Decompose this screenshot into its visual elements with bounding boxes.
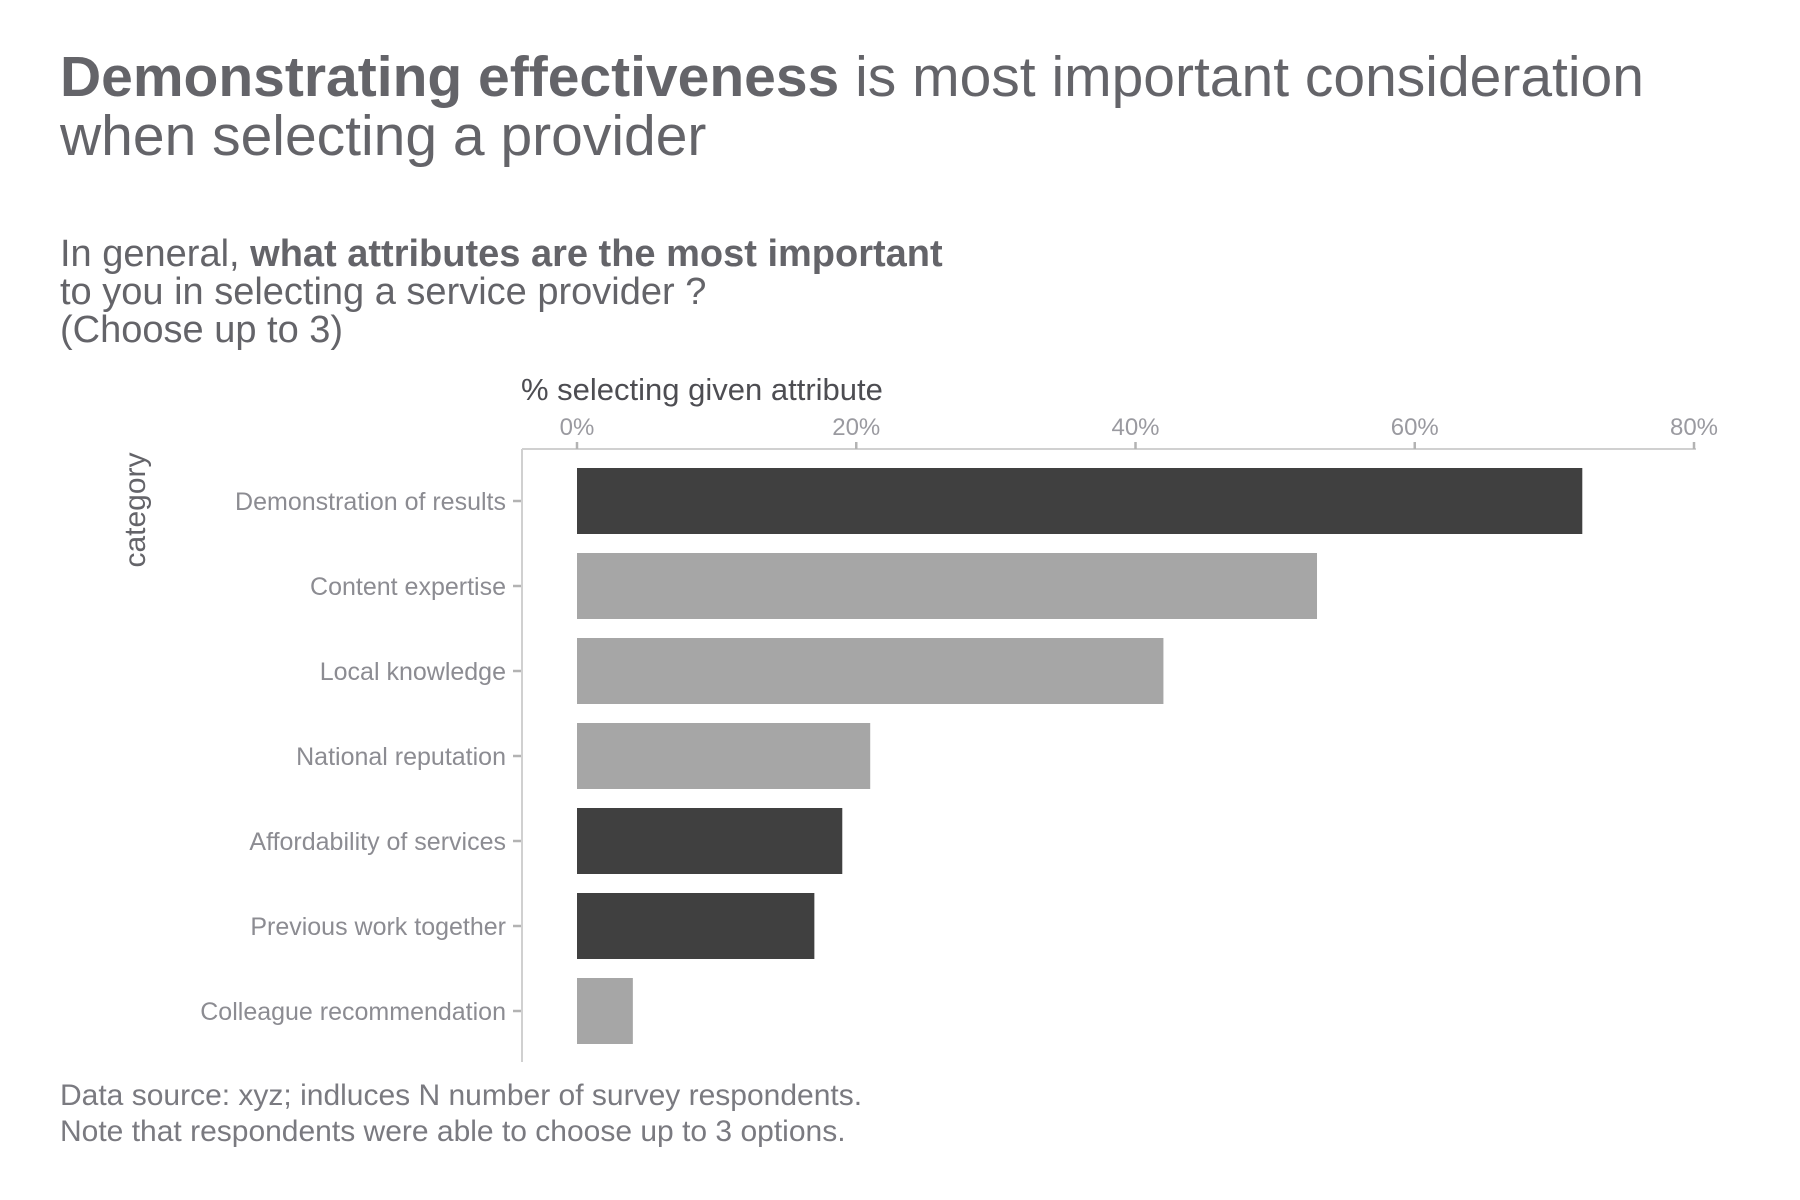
caption-line-1: Data source: xyz; indluces N number of s… — [60, 1079, 863, 1112]
bar — [577, 808, 843, 874]
x-tick-label: 0% — [560, 414, 595, 441]
category-label: National reputation — [296, 743, 506, 771]
subtitle-line-1: In general, what attributes are the most… — [60, 235, 1260, 273]
subtitle-line-3: (Choose up to 3) — [60, 309, 344, 351]
chart-caption: Data source: xyz; indluces N number of s… — [60, 1078, 862, 1150]
x-tick-label: 60% — [1391, 414, 1439, 441]
category-label: Content expertise — [310, 573, 506, 601]
bar — [577, 638, 1164, 704]
category-label: Colleague recommendation — [200, 998, 506, 1026]
chart-title-rest: is most important consideration when sel… — [60, 45, 1644, 168]
chart-title: Demonstrating effectiveness is most impo… — [60, 48, 1760, 166]
subtitle-lead: In general, — [60, 233, 251, 275]
category-label: Demonstration of results — [235, 488, 506, 516]
bar — [577, 893, 815, 959]
bar — [577, 553, 1318, 619]
bar — [577, 468, 1583, 534]
category-label: Previous work together — [250, 913, 506, 941]
caption-line-2: Note that respondents were able to choos… — [60, 1115, 846, 1148]
chart-subtitle: In general, what attributes are the most… — [60, 235, 1260, 349]
bar — [577, 978, 633, 1044]
bar — [577, 723, 871, 789]
x-axis-label: % selecting given attribute — [521, 372, 883, 407]
x-tick-label: 80% — [1670, 414, 1718, 441]
subtitle-bold: what attributes are the most important — [250, 233, 943, 275]
category-label: Local knowledge — [320, 658, 506, 686]
x-tick-label: 40% — [1111, 414, 1159, 441]
x-tick-label: 20% — [832, 414, 880, 441]
subtitle-line-2: to you in selecting a service provider ? — [60, 271, 707, 313]
chart-title-bold: Demonstrating effectiveness — [60, 45, 840, 109]
category-label: Affordability of services — [249, 828, 506, 856]
